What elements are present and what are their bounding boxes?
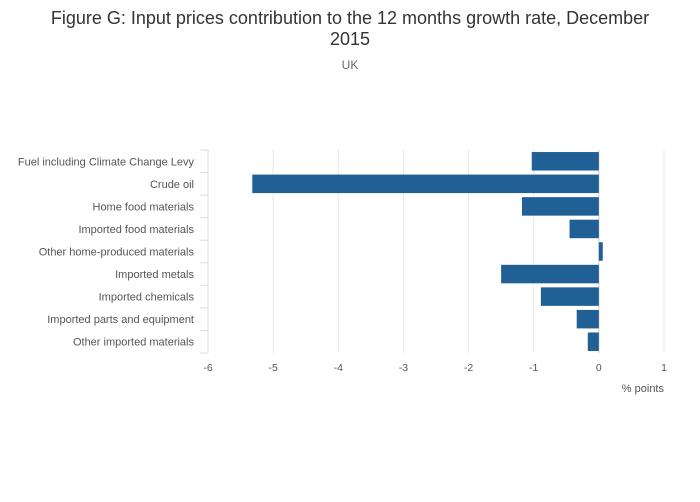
x-tick-label: -5 — [268, 362, 277, 374]
bar[interactable] — [501, 264, 599, 284]
category-label: Imported chemicals — [99, 292, 195, 304]
bars — [252, 152, 603, 351]
bar[interactable] — [252, 174, 599, 194]
category-label: Fuel including Climate Change Levy — [18, 156, 195, 168]
bar[interactable] — [531, 152, 599, 171]
category-label: Crude oil — [150, 179, 194, 191]
category-label: Other home-produced materials — [39, 247, 195, 259]
category-labels: Fuel including Climate Change Levy Crude … — [18, 149, 209, 354]
x-tick-labels: -6 -5 -4 -3 -2 -1 0 1 — [203, 362, 667, 374]
category-label: Other imported materials — [73, 337, 195, 349]
bar[interactable] — [598, 242, 603, 261]
bar[interactable] — [587, 332, 599, 351]
category-label: Imported food materials — [78, 224, 194, 236]
x-tick-label: -6 — [203, 362, 212, 374]
category-label: Home food materials — [93, 201, 195, 213]
chart-title-line-1: Figure G: Input prices contribution to t… — [51, 8, 649, 28]
category-label: Imported metals — [115, 269, 194, 281]
x-tick-label: -4 — [334, 362, 343, 374]
x-axis-label: % points — [622, 383, 665, 395]
chart-title-line-2: 2015 — [330, 29, 370, 49]
bar[interactable] — [540, 287, 599, 306]
x-tick-label: 0 — [596, 362, 602, 374]
x-tick-label: -1 — [529, 362, 538, 374]
category-label: Imported parts and equipment — [47, 314, 194, 326]
x-tick-label: -3 — [399, 362, 408, 374]
bar[interactable] — [569, 219, 599, 239]
x-tick-label: -2 — [464, 362, 473, 374]
chart-subtitle: UK — [342, 58, 359, 72]
bar[interactable] — [521, 197, 599, 216]
x-tick-label: 1 — [661, 362, 667, 374]
bar[interactable] — [576, 309, 599, 329]
